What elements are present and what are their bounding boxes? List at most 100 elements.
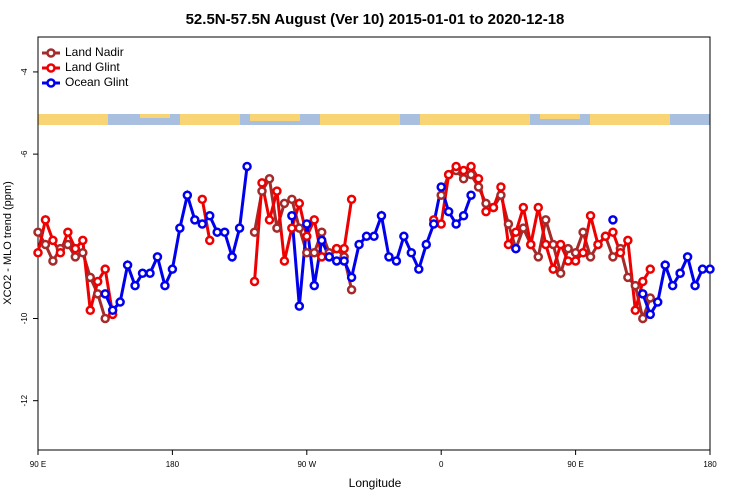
- data-point: [526, 239, 536, 250]
- data-point: [473, 182, 484, 192]
- data-point: [533, 202, 544, 213]
- x-tick-label: 90 E: [30, 460, 46, 469]
- data-point: [316, 235, 327, 246]
- x-tick-label: 180: [166, 460, 180, 469]
- data-point: [705, 264, 715, 274]
- data-point: [473, 174, 484, 184]
- data-point: [346, 194, 357, 205]
- data-point: [518, 223, 529, 233]
- data-point: [540, 239, 551, 250]
- y-tick-label: -10: [20, 312, 29, 324]
- data-point: [309, 280, 320, 291]
- data-point: [234, 223, 245, 233]
- data-point: [85, 272, 96, 283]
- data-point: [48, 235, 58, 246]
- data-point: [466, 169, 476, 180]
- data-point: [555, 239, 566, 250]
- data-point: [652, 297, 663, 307]
- data-point: [630, 305, 641, 316]
- y-tick-label: -12: [20, 394, 29, 406]
- data-point: [608, 215, 618, 225]
- data-point: [361, 231, 372, 242]
- data-point: [92, 289, 103, 299]
- data-point: [682, 252, 693, 262]
- data-point: [690, 280, 700, 291]
- data-point: [369, 231, 379, 242]
- data-point: [242, 161, 252, 172]
- data-point: [78, 235, 88, 246]
- data-point: [451, 219, 461, 229]
- data-point: [548, 264, 558, 274]
- data-point: [570, 256, 581, 266]
- data-point: [443, 206, 454, 217]
- data-point: [264, 174, 275, 184]
- data-point: [608, 227, 618, 237]
- data-point: [294, 301, 305, 311]
- data-point: [563, 243, 573, 254]
- data-point: [175, 223, 185, 233]
- data-point: [623, 235, 633, 246]
- data-point: [436, 190, 446, 200]
- data-point: [339, 243, 349, 254]
- data-point: [667, 280, 678, 291]
- data-point: [100, 289, 110, 299]
- data-point: [257, 178, 267, 188]
- data-point: [309, 215, 320, 225]
- data-point: [324, 252, 334, 262]
- data-point: [645, 309, 656, 320]
- data-point: [48, 256, 58, 266]
- data-point: [100, 313, 110, 324]
- x-tick-label: 90 E: [567, 460, 583, 469]
- data-point: [458, 211, 469, 221]
- data-point: [638, 289, 648, 299]
- data-point: [331, 243, 342, 254]
- chart-title: 52.5N-57.5N August (Ver 10) 2015-01-01 t…: [186, 11, 565, 28]
- data-point: [257, 186, 267, 196]
- legend-marker: [46, 78, 56, 88]
- data-point: [197, 194, 208, 205]
- data-point: [384, 252, 394, 262]
- data-point: [391, 256, 402, 266]
- data-point: [570, 247, 581, 258]
- data-point: [503, 239, 514, 250]
- data-point: [354, 239, 364, 250]
- legend-marker: [46, 48, 56, 58]
- data-point: [608, 252, 618, 262]
- x-tick-label: 180: [703, 460, 717, 469]
- data-point: [279, 198, 290, 209]
- data-point: [70, 243, 81, 254]
- data-point: [190, 215, 200, 225]
- data-point: [279, 256, 290, 266]
- data-point: [294, 223, 305, 233]
- y-axis-label: XCO2 - MLO trend (ppm): [2, 181, 14, 304]
- data-point: [481, 198, 491, 209]
- data-point: [272, 223, 282, 233]
- legend-label: Ocean Glint: [65, 75, 129, 89]
- data-point: [615, 247, 626, 258]
- data-point: [339, 256, 349, 266]
- data-point: [436, 219, 446, 229]
- data-point: [63, 239, 73, 250]
- data-point: [249, 227, 260, 237]
- data-point: [421, 239, 432, 250]
- data-point: [137, 268, 148, 279]
- data-point: [458, 165, 469, 176]
- x-axis-label: Longitude: [349, 476, 402, 490]
- data-point: [346, 272, 357, 283]
- map-strip: [38, 114, 710, 125]
- data-point: [436, 182, 446, 192]
- data-point: [443, 169, 454, 180]
- data-point: [563, 256, 573, 266]
- data-point: [167, 264, 178, 274]
- data-point: [302, 231, 312, 242]
- data-point: [406, 247, 417, 258]
- data-point: [623, 272, 633, 283]
- data-point: [212, 227, 222, 237]
- data-point: [488, 202, 499, 213]
- data-point: [548, 239, 558, 250]
- data-point: [160, 280, 170, 291]
- data-point: [518, 202, 529, 213]
- data-point: [451, 161, 461, 172]
- data-point: [92, 276, 103, 287]
- data-point: [503, 219, 514, 229]
